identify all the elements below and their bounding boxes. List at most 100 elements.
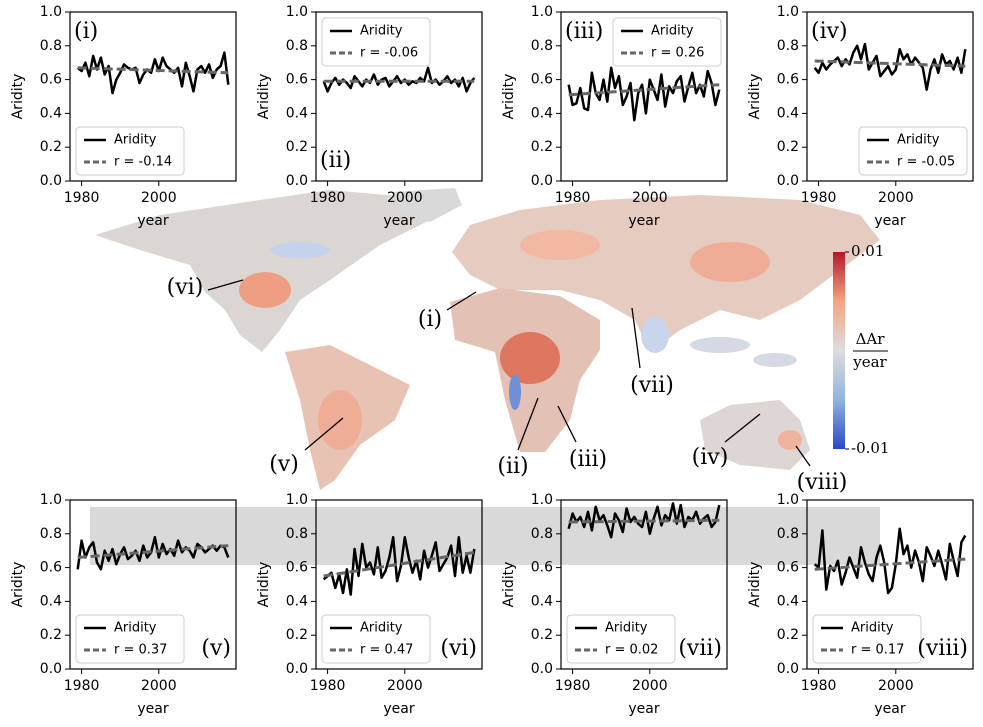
axes-frame [315,499,483,670]
y-tick-label: 1.0 [40,4,62,20]
x-tick-label: 1980 [801,678,837,694]
panel-label: (iii) [565,19,603,44]
x-tick-label: 2000 [632,190,668,206]
legend: Aridity r = 0.17 [812,614,922,664]
y-axis-label: Aridity [501,74,517,120]
legend-label: Aridity [851,621,894,636]
legend-label: Aridity [114,621,157,636]
y-tick-label: 0.8 [777,526,799,542]
coldspot [270,242,330,258]
x-axis-label: year [137,701,168,717]
x-tick-label: 1980 [555,678,591,694]
axes-frame [69,499,237,670]
y-tick-label: 0.8 [531,38,553,54]
y-tick-label: 0.4 [40,593,62,609]
greenland [392,188,462,222]
legend-label: r = -0.05 [897,155,955,170]
axes-frame [806,499,974,670]
legend-label: r = 0.37 [114,643,167,658]
data-line [567,502,721,539]
y-tick-label: 0.0 [40,661,62,677]
y-tick-label: 0.4 [40,105,62,121]
y-tick-label: 1.0 [777,4,799,20]
leader-lines [207,279,811,467]
y-axis-label: Aridity [256,74,272,120]
y-axis-label: Aridity [256,562,272,608]
legend: Aridity r = 0.47 [321,614,431,664]
y-tick-label: 0.6 [286,560,308,576]
x-axis-label: year [628,701,659,717]
y-axis-label: Aridity [501,562,517,608]
y-tick-label: 0.0 [531,661,553,677]
y-tick-label: 0.8 [531,526,553,542]
trend-line [568,83,720,97]
x-tick-label: 2000 [387,190,423,206]
colorbar: ΔAr year 0.01 -0.01 [833,242,889,457]
y-tick-label: 0.6 [40,72,62,88]
y-tick-label: 0.8 [40,38,62,54]
legend-label: r = -0.06 [360,46,418,61]
y-tick-label: 1.0 [777,492,799,508]
hotspot [500,332,560,384]
x-tick-label: 1980 [64,190,100,206]
y-tick-label: 1.0 [531,492,553,508]
region-label: (vii) [630,373,674,398]
legend: Aridity r = -0.06 [321,17,431,67]
y-tick-label: 0.6 [40,560,62,576]
y-tick-label: 1.0 [531,4,553,20]
x-axis-label: year [628,213,659,229]
x-tick-label: 2000 [878,190,914,206]
y-tick-label: 0.2 [531,139,553,155]
panel-label: (vi) [440,636,477,661]
y-tick-label: 0.2 [40,627,62,643]
antarctica [90,507,880,565]
legend-label: Aridity [605,621,648,636]
axes-frame [69,11,237,182]
x-tick-label: 1980 [310,190,346,206]
y-tick-label: 0.4 [777,105,799,121]
x-tick-label: 1980 [555,190,591,206]
y-tick-label: 0.0 [777,173,799,189]
y-axis-label: Aridity [10,74,26,120]
hotspot [520,230,600,260]
y-tick-label: 0.8 [40,526,62,542]
y-tick-label: 0.4 [777,593,799,609]
y-tick-label: 0.2 [40,139,62,155]
legend-label: Aridity [360,621,403,636]
legend: Aridity r = -0.14 [75,126,185,176]
legend-label: r = 0.26 [651,46,704,61]
x-axis-label: year [874,701,905,717]
y-tick-label: 0.2 [286,139,308,155]
x-tick-label: 2000 [141,678,177,694]
data-line [76,535,230,571]
trend-line [77,66,229,75]
north-america [95,190,440,352]
hotspot [239,272,291,308]
y-tick-label: 0.2 [777,139,799,155]
y-tick-label: 0.6 [777,72,799,88]
panel-label: (vii) [678,636,722,661]
y-tick-label: 0.6 [777,560,799,576]
region-label: (iv) [692,445,729,470]
axes-frame [806,11,974,182]
x-tick-label: 2000 [878,678,914,694]
y-tick-label: 0.6 [531,560,553,576]
y-tick-label: 0.2 [777,627,799,643]
islands [753,353,797,367]
x-tick-label: 2000 [387,678,423,694]
coldspot [509,374,521,410]
x-axis-label: year [137,213,168,229]
axes-frame [315,11,483,182]
y-tick-label: 0.4 [531,593,553,609]
data-line [322,66,476,93]
region-label: (viii) [797,470,848,495]
panel-label: (v) [201,636,231,661]
coldspot [641,317,669,353]
trend-line [77,544,229,559]
legend-label: Aridity [651,24,694,39]
y-tick-label: 1.0 [40,492,62,508]
hotspot [690,242,770,282]
